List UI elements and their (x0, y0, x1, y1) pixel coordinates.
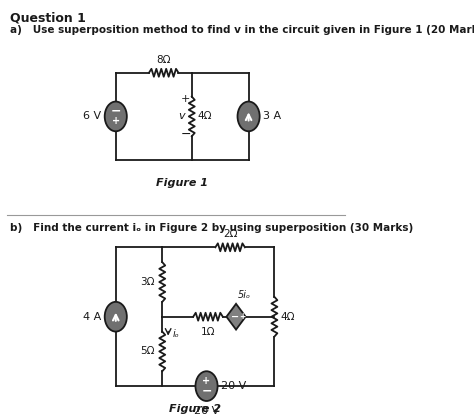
Text: 3Ω: 3Ω (140, 277, 155, 287)
Circle shape (105, 102, 127, 131)
Circle shape (105, 302, 127, 331)
Text: −: − (110, 105, 121, 118)
Text: −: − (201, 385, 212, 398)
Text: 5iₒ: 5iₒ (237, 290, 251, 300)
Text: Figure 1: Figure 1 (156, 178, 208, 188)
Text: 8Ω: 8Ω (156, 55, 171, 65)
Text: −: − (181, 128, 191, 141)
Circle shape (237, 102, 260, 131)
Text: +: + (202, 376, 210, 386)
Text: +: + (181, 94, 191, 104)
Text: 3 A: 3 A (264, 111, 282, 121)
Text: 4Ω: 4Ω (198, 111, 212, 121)
Text: 1Ω: 1Ω (201, 327, 215, 336)
Text: 4Ω: 4Ω (280, 312, 295, 322)
Text: Figure 2: Figure 2 (169, 404, 221, 414)
Circle shape (195, 371, 218, 401)
Text: b)   Find the current iₒ in Figure 2 by using superposition (30 Marks): b) Find the current iₒ in Figure 2 by us… (10, 223, 413, 233)
Text: 20 V: 20 V (194, 406, 219, 416)
Text: iₒ: iₒ (173, 328, 179, 339)
Text: +: + (112, 116, 120, 126)
Text: −: − (231, 312, 239, 322)
Text: +: + (240, 312, 246, 321)
Polygon shape (227, 304, 246, 330)
Text: Question 1: Question 1 (10, 11, 86, 24)
Text: 4 A: 4 A (83, 312, 101, 322)
Text: a)   Use superposition method to find v in the circuit given in Figure 1 (20 Mar: a) Use superposition method to find v in… (10, 25, 474, 35)
Text: 6 V: 6 V (83, 111, 101, 121)
Text: v: v (178, 111, 185, 121)
Text: 5Ω: 5Ω (140, 346, 155, 357)
Text: 20 V: 20 V (221, 381, 246, 391)
Text: 2Ω: 2Ω (223, 229, 237, 239)
